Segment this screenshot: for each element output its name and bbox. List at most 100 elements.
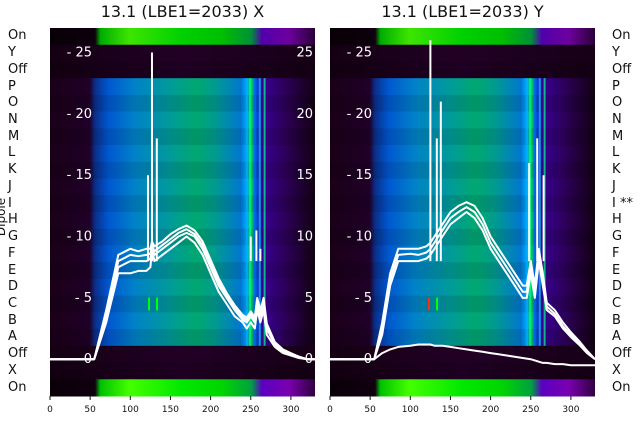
row-label: K: [612, 162, 621, 178]
overlay-tick-label: - 25: [347, 46, 372, 61]
orbit-line: [50, 224, 315, 361]
heatmap-row-shade: [330, 61, 595, 79]
overlay-tick-label-right: 20: [296, 107, 313, 122]
heatmap-row: [330, 28, 595, 46]
x-tick-label: 150: [162, 405, 179, 415]
heatmap-row: [50, 145, 315, 163]
orbit-line: [330, 206, 596, 361]
chart-title-y: 13.1 (LBE1=2033) Y: [381, 2, 544, 21]
overlay-tick-label: - 10: [67, 230, 92, 245]
row-label: I: [8, 195, 12, 211]
row-label: G: [8, 229, 19, 245]
overlay-tick-label-right: 25: [296, 46, 313, 61]
heatmap-row: [330, 362, 595, 380]
heatmap-row: [50, 362, 315, 380]
heatmap-row-shade: [330, 128, 595, 146]
marker: [436, 297, 438, 311]
row-label: Y: [8, 45, 16, 61]
x-tick-label: 150: [442, 405, 459, 415]
x-tick-label: 200: [482, 405, 499, 415]
beam-stripe: [249, 78, 252, 346]
heatmap-row-shade: [50, 262, 315, 279]
heatmap-row-shade: [330, 94, 595, 112]
heatmap-row: [330, 145, 595, 163]
x-tick-label: 200: [202, 405, 219, 415]
row-label: L: [612, 145, 620, 161]
heatmap-row: [50, 312, 315, 330]
heatmap-row-shade: [50, 295, 315, 313]
orbit-line: [330, 343, 595, 367]
heatmap-row: [50, 228, 315, 246]
marker: [147, 297, 150, 311]
heatmap-row: [50, 345, 315, 364]
heatmap-row: [50, 379, 315, 397]
heatmap-row: [50, 111, 315, 129]
beam-stripe: [538, 78, 541, 346]
heatmap-row-shade: [50, 161, 315, 179]
row-label: P: [8, 78, 16, 94]
heatmap-row: [330, 329, 595, 347]
row-label: J: [612, 178, 616, 194]
row-label: X: [612, 362, 621, 378]
x-tick-label: 250: [522, 405, 539, 415]
row-label: Y: [612, 45, 620, 61]
row-label: H: [612, 212, 622, 228]
heatmap-row: [330, 78, 595, 96]
row-label: D: [612, 279, 623, 295]
row-label: On: [612, 379, 631, 395]
row-label: N: [8, 112, 18, 127]
heatmap-row-shade: [50, 228, 315, 246]
x-tick-label: 300: [282, 405, 299, 415]
heatmap-row: [330, 312, 595, 330]
overlay-tick-label: - 25: [67, 46, 92, 61]
heatmap-row: [330, 111, 595, 129]
beam-stripe: [525, 78, 528, 346]
row-label: I **: [612, 195, 633, 211]
row-label: M: [8, 128, 20, 144]
heatmap-panel-x: - 0 0- 5 5- 10 10- 15 15- 20 20- 25 250 50 100 15…: [47, 28, 315, 415]
heatmap-row-shade: [50, 329, 315, 346]
x-tick-label: 0: [47, 405, 53, 415]
row-label: C: [612, 296, 622, 311]
row-label: F: [8, 245, 16, 261]
row-label: On: [612, 28, 631, 44]
beam-stripe: [245, 78, 248, 346]
heatmap-row-shade: [330, 28, 595, 45]
heatmap-row-shade: [330, 295, 595, 313]
overlay-tick-label: - 5: [75, 291, 92, 306]
row-label: A: [612, 329, 621, 345]
row-label: O: [8, 95, 19, 111]
row-label: H: [8, 212, 18, 228]
row-label: J: [8, 178, 12, 194]
heatmap-row: [50, 28, 315, 46]
heatmap-row-shade: [50, 195, 315, 212]
row-label: On: [8, 379, 27, 395]
row-label: C: [8, 296, 18, 311]
heatmap-row: [50, 161, 315, 180]
row-label: B: [612, 312, 621, 328]
row-label: F: [612, 245, 620, 261]
heatmap-row-shade: [50, 28, 315, 45]
beam-stripe: [253, 78, 256, 346]
row-label: Off: [8, 346, 28, 362]
heatmap-row-shade: [50, 362, 315, 380]
marker: [427, 297, 430, 311]
heatmap-row: [50, 78, 315, 96]
heatmap-row: [330, 245, 595, 263]
heatmap-row-shade: [330, 329, 595, 346]
heatmap-row: [330, 44, 595, 62]
heatmap-row: [50, 195, 315, 213]
x-tick-label: 50: [364, 405, 376, 415]
chart-title-x: 13.1 (LBE1=2033) X: [100, 2, 265, 21]
orbit-line: [330, 211, 596, 361]
beam-stripe: [263, 78, 266, 346]
overlay-tick-label: - 5: [355, 291, 372, 306]
row-label: D: [8, 279, 19, 295]
overlay-tick-label-right: 5: [305, 291, 313, 306]
row-label: K: [8, 162, 17, 178]
row-label: Off: [612, 61, 632, 77]
row-label: X: [8, 362, 17, 378]
x-tick-label: 250: [242, 405, 259, 415]
overlay-tick-label-right: 10: [296, 230, 313, 245]
